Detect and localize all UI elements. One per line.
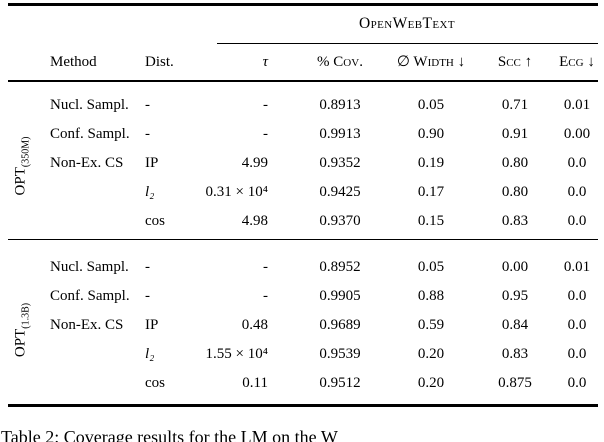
cell-tau: 0.31 × 10⁴ xyxy=(205,184,268,200)
header-dist: Dist. xyxy=(145,54,174,70)
cell-scc: 0.83 xyxy=(501,213,529,229)
cell-coverage: 0.9512 xyxy=(319,375,361,391)
cell-dist: - xyxy=(145,259,150,275)
cell-tau: - xyxy=(263,97,268,113)
table-row: l₂ 1.55 × 10⁴ 0.9539 0.20 0.83 0.0 xyxy=(0,343,604,365)
group-separator-rule xyxy=(8,239,598,241)
cell-tau: 4.98 xyxy=(241,213,268,229)
cell-dist: cos xyxy=(145,375,165,391)
table-header-row: Method Dist. τ % Cov. ∅ Width ↓ Scc ↑ Ec… xyxy=(0,51,604,73)
cell-width: 0.05 xyxy=(417,97,445,113)
cell-width: 0.90 xyxy=(417,126,445,142)
cell-width: 0.05 xyxy=(417,259,445,275)
cell-dist: - xyxy=(145,97,150,113)
column-spanner-openwebtext: OpenWebText xyxy=(359,15,455,32)
header-scc: Scc ↑ xyxy=(497,54,533,70)
cell-scc: 0.875 xyxy=(498,375,532,391)
cell-method: Conf. Sampl. xyxy=(50,126,130,142)
cell-ecg: 0.0 xyxy=(567,346,587,362)
cell-dist: l₂ xyxy=(145,184,155,200)
cell-ecg: 0.0 xyxy=(567,184,587,200)
cell-dist: IP xyxy=(145,155,159,171)
table-bottom-rule xyxy=(8,404,598,407)
cell-dist: - xyxy=(145,288,150,304)
table-row: Nucl. Sampl. - - 0.8952 0.05 0.00 0.01 xyxy=(0,256,604,278)
cell-dist: l₂ xyxy=(145,346,155,362)
cell-method: Nucl. Sampl. xyxy=(50,259,129,275)
cell-width: 0.20 xyxy=(417,346,445,362)
cell-scc: 0.80 xyxy=(501,184,529,200)
header-width: ∅ Width ↓ xyxy=(396,54,466,70)
header-tau: τ xyxy=(262,54,268,70)
cell-coverage: 0.8913 xyxy=(319,97,361,113)
cell-scc: 0.00 xyxy=(501,259,529,275)
table-row: cos 4.98 0.9370 0.15 0.83 0.0 xyxy=(0,210,604,232)
table-row: Conf. Sampl. - - 0.9905 0.88 0.95 0.0 xyxy=(0,285,604,307)
cell-coverage: 0.9689 xyxy=(319,317,361,333)
cell-coverage: 0.9913 xyxy=(319,126,361,142)
cell-width: 0.20 xyxy=(417,375,445,391)
cell-dist: cos xyxy=(145,213,165,229)
table-row: Non-Ex. CS IP 4.99 0.9352 0.19 0.80 0.0 xyxy=(0,152,604,174)
cell-scc: 0.84 xyxy=(501,317,529,333)
cell-tau: - xyxy=(263,288,268,304)
cell-width: 0.15 xyxy=(417,213,445,229)
cell-coverage: 0.9352 xyxy=(319,155,361,171)
table-row: l₂ 0.31 × 10⁴ 0.9425 0.17 0.80 0.0 xyxy=(0,181,604,203)
cell-ecg: 0.0 xyxy=(567,288,587,304)
header-ecg: Ecg ↓ xyxy=(559,54,595,70)
cell-coverage: 0.9905 xyxy=(319,288,361,304)
cell-scc: 0.95 xyxy=(501,288,529,304)
table-row: Non-Ex. CS IP 0.48 0.9689 0.59 0.84 0.0 xyxy=(0,314,604,336)
cell-scc: 0.71 xyxy=(501,97,529,113)
header-coverage: % Cov. xyxy=(317,54,363,70)
cell-width: 0.19 xyxy=(417,155,445,171)
cell-scc: 0.83 xyxy=(501,346,529,362)
cell-width: 0.59 xyxy=(417,317,445,333)
cell-coverage: 0.8952 xyxy=(319,259,361,275)
cell-scc: 0.91 xyxy=(501,126,529,142)
cell-coverage: 0.9539 xyxy=(319,346,361,362)
cell-method: Non-Ex. CS xyxy=(50,155,124,171)
table-row: cos 0.11 0.9512 0.20 0.875 0.0 xyxy=(0,372,604,394)
cell-ecg: 0.01 xyxy=(563,97,591,113)
cell-coverage: 0.9370 xyxy=(319,213,361,229)
cell-ecg: 0.0 xyxy=(567,213,587,229)
cell-ecg: 0.0 xyxy=(567,317,587,333)
table-caption: Table 2: Coverage results for the LM on … xyxy=(1,427,338,442)
cell-method: Nucl. Sampl. xyxy=(50,97,129,113)
cell-ecg: 0.0 xyxy=(567,375,587,391)
cell-tau: - xyxy=(263,259,268,275)
spanner-underline-rule xyxy=(217,42,598,44)
cell-coverage: 0.9425 xyxy=(319,184,361,200)
cell-tau: 1.55 × 10⁴ xyxy=(205,346,268,362)
cell-dist: - xyxy=(145,126,150,142)
cell-scc: 0.80 xyxy=(501,155,529,171)
cell-method: Non-Ex. CS xyxy=(50,317,124,333)
cell-tau: 0.11 xyxy=(242,375,268,391)
table-row: Conf. Sampl. - - 0.9913 0.90 0.91 0.00 xyxy=(0,123,604,145)
cell-ecg: 0.0 xyxy=(567,155,587,171)
cell-tau: - xyxy=(263,126,268,142)
cell-ecg: 0.00 xyxy=(563,126,591,142)
cell-tau: 0.48 xyxy=(241,317,268,333)
cell-ecg: 0.01 xyxy=(563,259,591,275)
table-row: Nucl. Sampl. - - 0.8913 0.05 0.71 0.01 xyxy=(0,94,604,116)
header-bottom-rule xyxy=(8,79,598,82)
cell-width: 0.17 xyxy=(417,184,445,200)
cell-tau: 4.99 xyxy=(241,155,268,171)
table-top-rule xyxy=(8,3,598,6)
header-method: Method xyxy=(50,54,97,70)
cell-width: 0.88 xyxy=(417,288,445,304)
cell-method: Conf. Sampl. xyxy=(50,288,130,304)
cell-dist: IP xyxy=(145,317,159,333)
